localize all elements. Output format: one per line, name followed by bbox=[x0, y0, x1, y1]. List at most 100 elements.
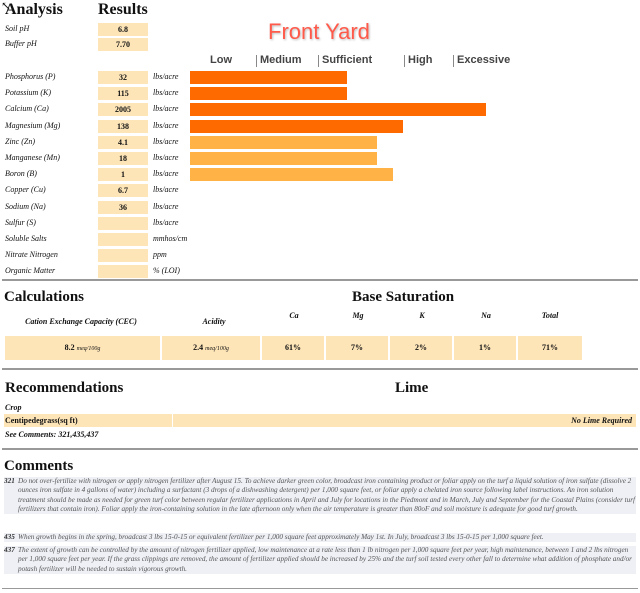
divider bbox=[2, 368, 638, 370]
nutrient-value: 18 bbox=[98, 152, 148, 165]
nutrient-label: Copper (Cu) bbox=[5, 185, 46, 195]
acidity-unit: meq/100g bbox=[205, 346, 229, 352]
nutrient-value: 1 bbox=[98, 168, 148, 182]
total-label: Total bbox=[541, 311, 559, 320]
level-scale: Low Medium Sufficient High Excessive bbox=[190, 54, 530, 68]
comment-code: 435 bbox=[4, 533, 15, 541]
cec-label: Cation Exchange Capacity (CEC) bbox=[25, 317, 137, 326]
nutrient-unit: lbs/acre bbox=[153, 104, 179, 114]
nutrient-unit: lbs/acre bbox=[153, 169, 179, 179]
nutrient-label: Manganese (Mn) bbox=[5, 153, 60, 162]
nutrient-value bbox=[98, 249, 148, 263]
level-separator bbox=[256, 55, 257, 67]
nutrient-bar bbox=[190, 71, 348, 84]
nutrient-value: 115 bbox=[98, 87, 148, 101]
nutrient-value bbox=[98, 233, 148, 246]
level-label: Low bbox=[210, 54, 232, 66]
ph-value: 6.8 bbox=[98, 23, 148, 36]
nutrient-unit: lbs/acre bbox=[153, 88, 179, 98]
nutrient-label: Boron (B) bbox=[5, 169, 37, 179]
nutrient-bar bbox=[190, 135, 377, 149]
nutrient-bar bbox=[190, 87, 348, 101]
nutrient-unit: lbs/acre bbox=[153, 217, 179, 227]
recommendations-heading: Recommendations bbox=[5, 380, 124, 396]
nutrient-label: Zinc (Zn) bbox=[5, 136, 35, 146]
level-separator bbox=[453, 55, 454, 67]
level-label: High bbox=[408, 54, 433, 66]
comment-code: 437 bbox=[4, 546, 15, 554]
nutrient-unit: lbs/acre bbox=[153, 136, 179, 146]
ca-value: 61% bbox=[262, 336, 324, 360]
na-value: 1% bbox=[454, 336, 516, 360]
divider bbox=[2, 588, 638, 589]
results-heading: Results bbox=[98, 1, 148, 18]
nutrient-label: Phosphorus (P) bbox=[5, 72, 56, 81]
lime-heading: Lime bbox=[395, 380, 429, 396]
crop-row: Centipedegrass(sq ft) No Lime Required bbox=[4, 414, 636, 427]
nutrient-label: Potassium (K) bbox=[5, 88, 51, 98]
comment-item: 321 Do not over-fertilize with nitrogen o… bbox=[4, 477, 636, 515]
nutrient-label: Organic Matter bbox=[5, 266, 56, 276]
nutrient-unit: ppm bbox=[153, 250, 167, 260]
divider bbox=[2, 279, 638, 281]
nutrient-label: Magnesium (Mg) bbox=[5, 120, 61, 130]
nutrient-unit: lbs/acre bbox=[153, 185, 179, 195]
mg-value: 7% bbox=[326, 336, 388, 360]
k-label: K bbox=[419, 311, 425, 320]
comments-heading: Comments bbox=[4, 458, 74, 474]
acidity-value-cell: 2.4 meq/100g bbox=[162, 336, 260, 360]
ca-label: Ca bbox=[289, 311, 299, 320]
level-label: Excessive bbox=[457, 54, 511, 66]
nutrient-value bbox=[98, 216, 148, 230]
comment-text: The extent of growth can be controlled b… bbox=[18, 546, 632, 573]
total-value: 71% bbox=[518, 336, 582, 360]
calculations-heading: Calculations bbox=[4, 289, 85, 305]
analysis-table: Soil pH 6.8 Buffer pH 7.70 Phosphorus (P) 32 l… bbox=[0, 0, 640, 280]
nutrient-unit: lbs/acre bbox=[153, 153, 179, 162]
nutrient-bar bbox=[190, 119, 403, 133]
level-label: Medium bbox=[260, 54, 302, 66]
nutrient-label: Nitrate Nitrogen bbox=[5, 250, 58, 260]
na-label: Na bbox=[481, 311, 491, 320]
nutrient-value bbox=[98, 265, 148, 279]
nutrient-unit: lbs/acre bbox=[153, 201, 179, 211]
level-separator bbox=[318, 55, 319, 67]
comment-item: 435 When growth begins in the spring, bro… bbox=[4, 533, 636, 543]
ph-label: Buffer pH bbox=[5, 39, 37, 48]
cec-unit: meq/100g bbox=[76, 346, 101, 352]
cell-divider bbox=[172, 414, 173, 427]
lime-value: No Lime Required bbox=[571, 416, 632, 425]
nutrient-unit: % (LOI) bbox=[153, 266, 180, 276]
nutrient-label: Sulfur (S) bbox=[5, 217, 36, 227]
see-comments: See Comments: 321,435,437 bbox=[5, 430, 99, 439]
nutrient-bar bbox=[190, 168, 394, 182]
nutrient-value: 138 bbox=[98, 119, 148, 133]
level-separator bbox=[404, 55, 405, 67]
comment-code: 321 bbox=[4, 477, 15, 485]
ph-value: 7.70 bbox=[98, 38, 148, 51]
nutrient-value: 36 bbox=[98, 200, 148, 214]
comment-text: Do not over-fertilize with nitrogen or a… bbox=[18, 477, 636, 513]
nutrient-label: Calcium (Ca) bbox=[5, 104, 49, 114]
nutrient-bar bbox=[190, 152, 377, 165]
nutrient-value: 4.1 bbox=[98, 135, 148, 149]
mg-label: Mg bbox=[352, 311, 364, 320]
nutrient-bar bbox=[190, 103, 487, 117]
level-label: Sufficient bbox=[322, 54, 373, 66]
crop-label: Crop bbox=[5, 403, 22, 412]
nutrient-unit: mmhos/cm bbox=[153, 234, 188, 243]
nutrient-label: Soluble Salts bbox=[5, 234, 47, 243]
divider bbox=[2, 448, 638, 450]
ph-label: Soil pH bbox=[5, 24, 30, 33]
comment-item: 437 The extent of growth can be controlle… bbox=[4, 546, 636, 574]
nutrient-value: 32 bbox=[98, 71, 148, 84]
nutrient-value: 6.7 bbox=[98, 184, 148, 198]
crop-value: Centipedegrass(sq ft) bbox=[5, 416, 78, 425]
nutrient-unit: lbs/acre bbox=[153, 120, 179, 130]
cursor-icon: ↖ bbox=[1, 0, 12, 13]
cec-value: 8.2 bbox=[64, 343, 75, 352]
acidity-value: 2.4 bbox=[193, 343, 204, 352]
page-title: Front Yard bbox=[268, 19, 370, 44]
analysis-heading: Analysis bbox=[5, 1, 63, 18]
base-saturation-heading: Base Saturation bbox=[352, 289, 455, 305]
